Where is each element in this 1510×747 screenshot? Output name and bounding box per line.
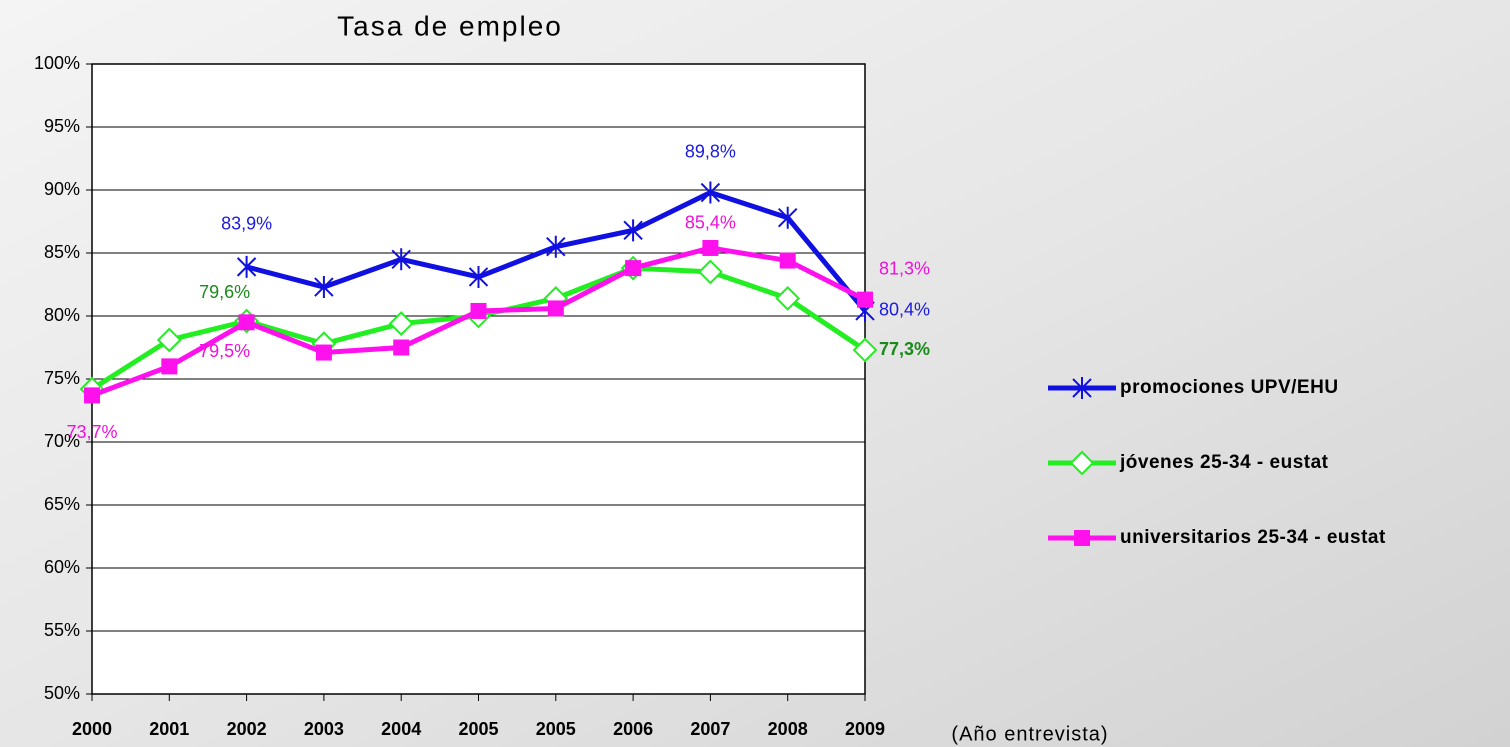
y-tick-label: 70% (44, 431, 80, 451)
marker (314, 276, 334, 299)
legend-label: universitarios 25-34 - eustat (1120, 527, 1386, 548)
y-tick-label: 85% (44, 242, 80, 262)
y-tick-label: 55% (44, 620, 80, 640)
marker (623, 219, 643, 242)
marker (391, 248, 411, 271)
x-tick-label: 2007 (690, 719, 730, 739)
data-label: 79,6% (199, 282, 250, 302)
marker (702, 239, 719, 256)
y-tick-label: 75% (44, 368, 80, 388)
x-tick-label: 2009 (845, 719, 885, 739)
marker (697, 259, 723, 285)
marker (161, 358, 178, 375)
y-tick-label: 65% (44, 494, 80, 514)
marker (852, 337, 878, 363)
data-label: 77,3% (879, 339, 930, 359)
marker (388, 311, 414, 336)
marker (236, 255, 257, 278)
data-label: 89,8% (685, 141, 736, 161)
y-tick-label: 50% (44, 683, 80, 703)
marker (84, 387, 100, 404)
marker (156, 327, 182, 353)
data-label: 73,7% (66, 422, 117, 442)
x-tick-label: 2008 (768, 719, 808, 739)
marker (315, 344, 332, 361)
y-tick-label: 90% (44, 179, 80, 199)
x-tick-label: 2005 (458, 719, 498, 739)
data-label: 80,4% (879, 300, 930, 320)
marker (393, 339, 410, 356)
y-tick-label: 100% (34, 53, 80, 73)
marker (547, 300, 564, 317)
x-tick-label: 2002 (227, 719, 267, 739)
marker (625, 260, 642, 277)
data-label: 81,3% (879, 258, 930, 278)
marker (1074, 530, 1090, 546)
x-tick-label: 2000 (72, 719, 112, 739)
x-tick-label: 2004 (381, 719, 421, 739)
legend-label: promociones UPV/EHU (1120, 377, 1339, 398)
marker (779, 252, 796, 269)
data-label: 85,4% (685, 213, 736, 233)
marker (777, 206, 798, 229)
chart-title: Tasa de empleo (337, 10, 563, 41)
marker (546, 235, 566, 258)
marker (238, 314, 255, 331)
x-tick-label: 2005 (536, 719, 576, 739)
marker (1069, 450, 1095, 476)
marker (700, 181, 721, 204)
marker (468, 265, 489, 288)
data-label: 79,5% (199, 341, 250, 361)
marker (775, 285, 801, 311)
y-tick-label: 80% (44, 305, 80, 325)
data-label: 83,9% (221, 214, 272, 234)
marker (1072, 377, 1092, 399)
marker (857, 291, 873, 308)
x-tick-label: 2001 (149, 719, 189, 739)
marker (470, 302, 487, 319)
y-tick-label: 60% (44, 557, 80, 577)
y-tick-label: 95% (44, 116, 80, 136)
x-axis-label: (Año entrevista) (951, 723, 1108, 745)
x-tick-label: 2003 (304, 719, 344, 739)
legend-label: jóvenes 25-34 - eustat (1119, 452, 1329, 473)
x-tick-label: 2006 (613, 719, 653, 739)
